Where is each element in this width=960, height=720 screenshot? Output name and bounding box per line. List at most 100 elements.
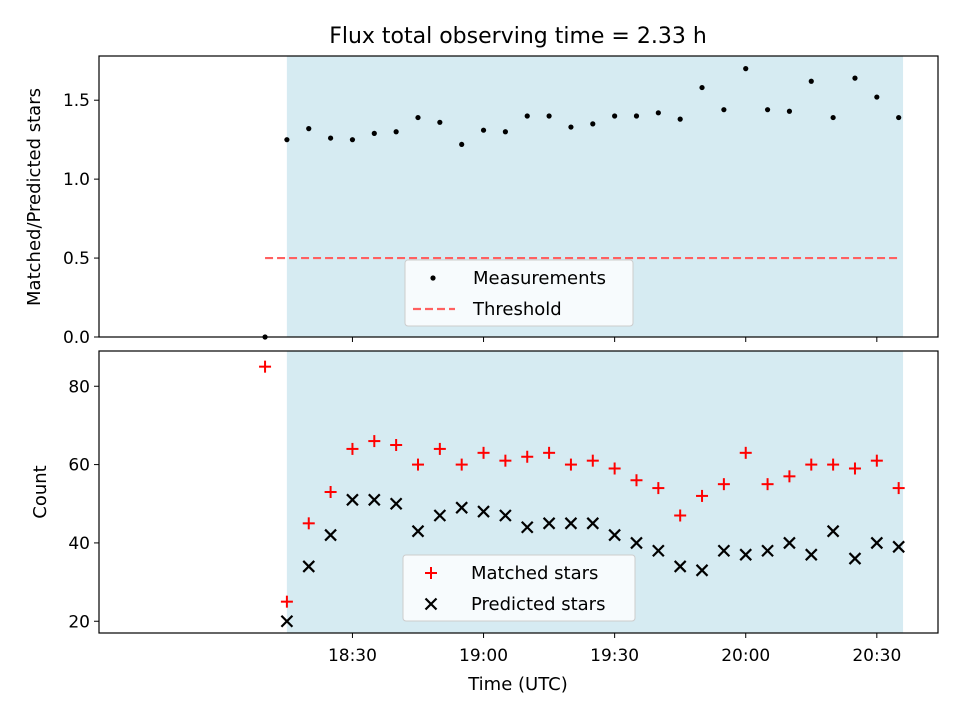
top-y-tick-label: 1.0 bbox=[63, 170, 90, 190]
predicted-star-point bbox=[804, 548, 818, 561]
measurement-point bbox=[721, 107, 727, 113]
matched-star-point bbox=[411, 458, 424, 471]
x-tick-label: 20:30 bbox=[852, 646, 901, 666]
measurement-point bbox=[633, 113, 640, 119]
predicted-star-point bbox=[302, 560, 316, 573]
matched-star-point bbox=[521, 450, 534, 463]
predicted-star-mark bbox=[630, 536, 643, 550]
predicted-star-mark bbox=[804, 548, 818, 561]
predicted-star-point bbox=[630, 536, 643, 550]
legend-dot-icon bbox=[430, 275, 436, 281]
legend-label: Matched stars bbox=[471, 563, 598, 584]
matched-star-point bbox=[455, 458, 468, 471]
measurement-point bbox=[306, 126, 312, 132]
bottom-legend: Matched stars Predicted stars bbox=[402, 554, 636, 622]
legend-label: Measurements bbox=[473, 268, 606, 289]
predicted-star-point bbox=[499, 509, 512, 522]
predicted-star-point bbox=[826, 524, 840, 538]
matched-star-point bbox=[280, 595, 293, 608]
measurement-point bbox=[546, 113, 552, 119]
predicted-star-point bbox=[564, 517, 578, 530]
chart-title: Flux total observing time = 2.33 h bbox=[329, 24, 707, 49]
bottom-y-axis-label: Count bbox=[30, 465, 51, 518]
predicted-star-mark bbox=[411, 524, 425, 538]
matched-star-point bbox=[586, 454, 599, 467]
matched-star-point bbox=[870, 454, 883, 467]
top-legend-box bbox=[404, 259, 634, 327]
matched-star-point bbox=[564, 458, 577, 471]
predicted-star-point bbox=[411, 524, 425, 538]
matched-star-point bbox=[543, 446, 556, 459]
measurement-point bbox=[830, 114, 836, 121]
measurement-point bbox=[502, 129, 508, 135]
measurement-point bbox=[655, 110, 661, 116]
matched-star-point bbox=[324, 486, 337, 498]
top-y-tick-label: 0.0 bbox=[63, 328, 90, 348]
matched-star-point bbox=[739, 446, 752, 459]
top-y-ticks: 0.0 0.5 1.0 1.5 bbox=[63, 91, 99, 348]
measurement-point bbox=[480, 127, 487, 133]
predicted-star-point bbox=[586, 517, 600, 530]
measurement-point bbox=[568, 124, 574, 130]
predicted-star-point bbox=[673, 560, 687, 573]
measurement-point bbox=[852, 75, 858, 81]
matched-star-point bbox=[477, 446, 490, 459]
bottom-marks bbox=[259, 360, 905, 628]
measurement-point bbox=[284, 137, 290, 143]
matched-star-point bbox=[652, 482, 665, 495]
bottom-legend-box bbox=[402, 554, 636, 622]
predicted-star-mark bbox=[542, 517, 556, 530]
matched-star-point bbox=[827, 458, 840, 471]
bottom-y-ticks: 20 40 60 80 bbox=[68, 377, 99, 632]
legend-x-icon bbox=[424, 597, 438, 611]
predicted-star-mark bbox=[673, 560, 687, 573]
matched-star-point bbox=[892, 482, 905, 495]
predicted-star-point bbox=[761, 544, 774, 558]
predicted-star-point bbox=[848, 552, 862, 565]
predicted-star-point bbox=[717, 544, 731, 558]
predicted-star-mark bbox=[433, 509, 447, 522]
measurement-point bbox=[393, 129, 399, 135]
predicted-star-mark bbox=[389, 497, 403, 511]
predicted-star-point bbox=[783, 536, 796, 550]
measurement-point bbox=[874, 94, 880, 100]
matched-star-point bbox=[761, 478, 774, 491]
predicted-star-mark bbox=[324, 528, 337, 542]
predicted-star-mark bbox=[870, 536, 884, 550]
matched-star-point bbox=[368, 435, 381, 448]
measurement-point bbox=[327, 135, 334, 141]
predicted-star-mark bbox=[280, 614, 294, 628]
predicted-star-mark bbox=[783, 536, 796, 550]
matched-star-point bbox=[302, 517, 315, 530]
predicted-star-point bbox=[389, 497, 403, 511]
matched-star-point bbox=[783, 470, 796, 483]
matched-star-point bbox=[259, 360, 272, 373]
predicted-star-mark bbox=[695, 564, 709, 577]
matched-star-point bbox=[674, 509, 687, 522]
measurement-point bbox=[612, 113, 618, 119]
measurement-point bbox=[349, 137, 356, 143]
predicted-star-mark bbox=[826, 524, 840, 538]
bottom-axes-frame bbox=[98, 350, 939, 634]
predicted-star-mark bbox=[848, 552, 862, 565]
predicted-star-mark bbox=[652, 544, 665, 558]
matched-star-point bbox=[717, 478, 730, 491]
predicted-star-point bbox=[477, 505, 490, 518]
bottom-y-tick-label: 60 bbox=[68, 456, 90, 476]
predicted-star-mark bbox=[499, 509, 512, 522]
predicted-star-mark bbox=[455, 501, 468, 514]
matched-star-point bbox=[630, 474, 643, 487]
predicted-star-point bbox=[652, 544, 665, 558]
x-tick-label: 18:30 bbox=[328, 646, 377, 666]
predicted-star-mark bbox=[477, 505, 490, 518]
predicted-star-mark bbox=[520, 520, 534, 534]
measurement-point bbox=[371, 130, 377, 136]
predicted-star-mark bbox=[608, 528, 621, 542]
predicted-star-point bbox=[695, 564, 709, 577]
top-marks bbox=[262, 66, 902, 340]
matched-star-point bbox=[499, 454, 512, 467]
matched-star-point bbox=[433, 442, 446, 455]
measurement-point bbox=[764, 107, 771, 113]
predicted-star-point bbox=[608, 528, 621, 542]
